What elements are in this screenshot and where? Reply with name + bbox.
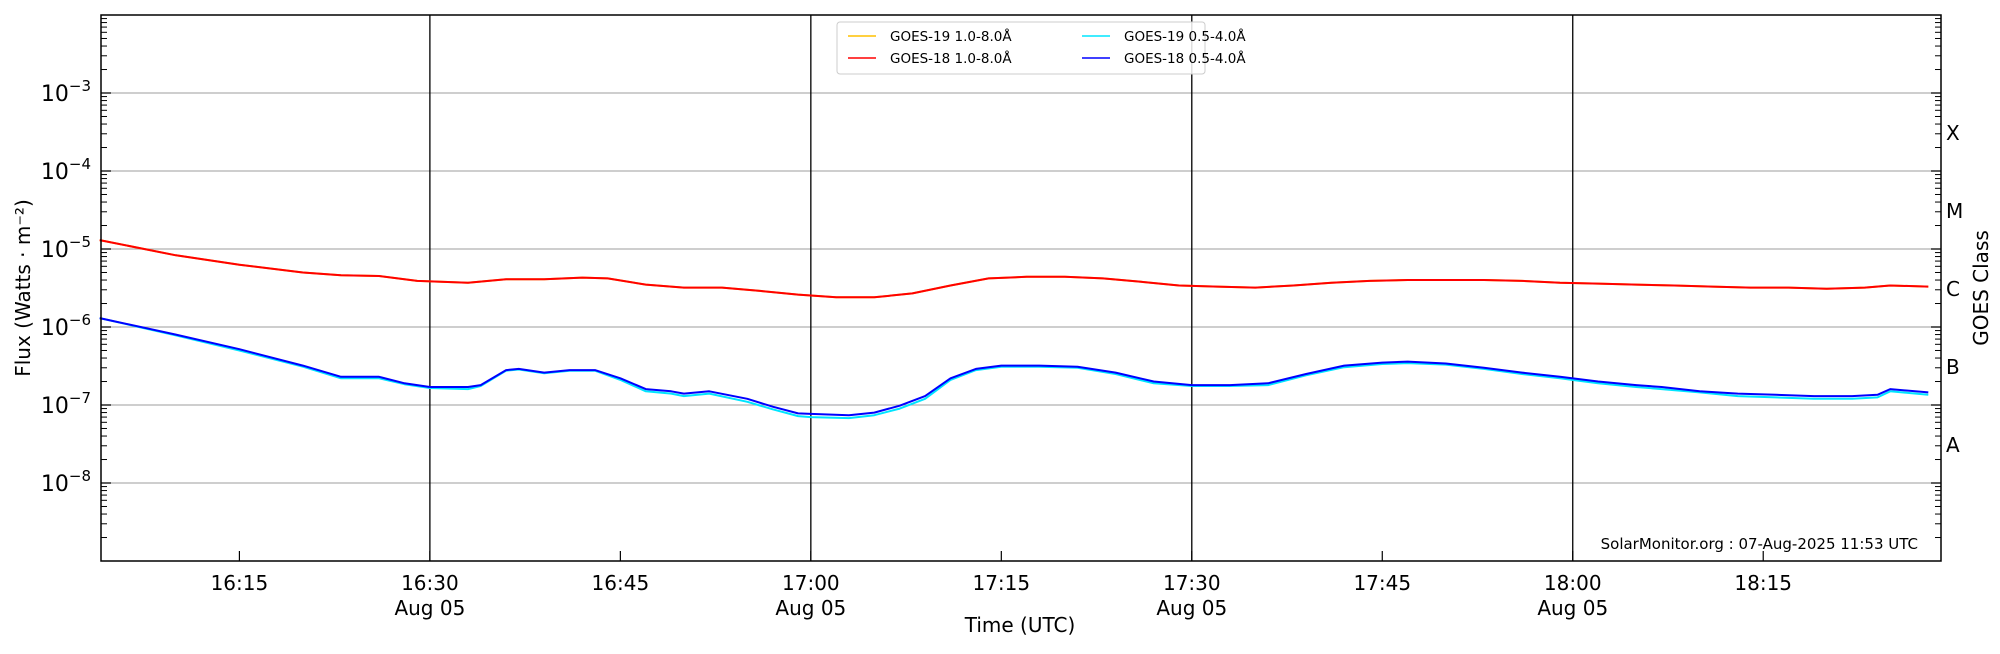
y-tick-label: 10−3 <box>41 77 91 107</box>
goes-class-label: A <box>1946 433 1960 457</box>
x-tick-label: 16:15 <box>211 571 269 595</box>
y-tick-base: 10 <box>41 316 69 341</box>
y-tick-base: 10 <box>41 238 69 263</box>
legend-label: GOES-19 0.5-4.0Å <box>1124 28 1246 45</box>
legend-label: GOES-18 0.5-4.0Å <box>1124 50 1246 67</box>
legend-label: GOES-18 1.0-8.0Å <box>890 50 1012 67</box>
y-tick-base: 10 <box>41 394 69 419</box>
right-axis-label: GOES Class <box>1969 230 1993 346</box>
legend: GOES-19 1.0-8.0Å GOES-18 1.0-8.0Å GOES-19 … <box>836 21 1246 75</box>
plot-frame <box>100 14 1942 562</box>
x-tick-label: 17:30 <box>1163 571 1221 595</box>
series-line-1 <box>99 239 1929 299</box>
y-tick-label: 10−4 <box>41 155 91 185</box>
x-tick-label: 18:15 <box>1734 571 1792 595</box>
legend-label: GOES-19 1.0-8.0Å <box>890 28 1012 45</box>
y-axis-label: Flux (Watts · m⁻²) <box>11 199 35 377</box>
day-markers <box>429 15 1574 561</box>
annotation: SolarMonitor.org : 07-Aug-2025 11:53 UTC <box>1601 535 1918 553</box>
x-tick-date: Aug 05 <box>775 596 846 620</box>
x-tick-label: 18:00 <box>1544 571 1602 595</box>
x-tick-label: 17:45 <box>1353 571 1411 595</box>
y-tick-exponent: −6 <box>69 311 91 329</box>
x-tick-label: 17:00 <box>782 571 840 595</box>
x-tick-label: 17:15 <box>972 571 1030 595</box>
y-tick-base: 10 <box>41 160 69 185</box>
goes-class-label: M <box>1946 199 1963 223</box>
goes-class-label: C <box>1946 277 1960 301</box>
series-line-3 <box>99 317 1929 417</box>
y-tick-exponent: −4 <box>69 155 91 173</box>
goes-class-label: X <box>1946 121 1960 145</box>
grid <box>101 92 1941 484</box>
goes-class-label: B <box>1946 355 1960 379</box>
x-axis-label: Time (UTC) <box>964 613 1076 637</box>
y-tick-label: 10−7 <box>41 389 91 419</box>
series-line-2 <box>99 317 1929 420</box>
x-tick-date: Aug 05 <box>1156 596 1227 620</box>
y-tick-label: 10−5 <box>41 233 91 263</box>
y-tick-exponent: −8 <box>69 467 91 485</box>
y-tick-base: 10 <box>41 472 69 497</box>
y-tick-base: 10 <box>41 82 69 107</box>
y-tick-exponent: −5 <box>69 233 91 251</box>
x-tick-label: 16:45 <box>592 571 650 595</box>
y-tick-exponent: −7 <box>69 389 91 407</box>
y-tick-label: 10−8 <box>41 467 91 497</box>
x-tick-date: Aug 05 <box>1537 596 1608 620</box>
legend-box <box>836 21 1206 75</box>
series-lines <box>99 239 1929 420</box>
x-tick-label: 16:30 <box>401 571 459 595</box>
x-tick-date: Aug 05 <box>394 596 465 620</box>
y-tick-exponent: −3 <box>69 77 91 95</box>
y-tick-label: 10−6 <box>41 311 91 341</box>
